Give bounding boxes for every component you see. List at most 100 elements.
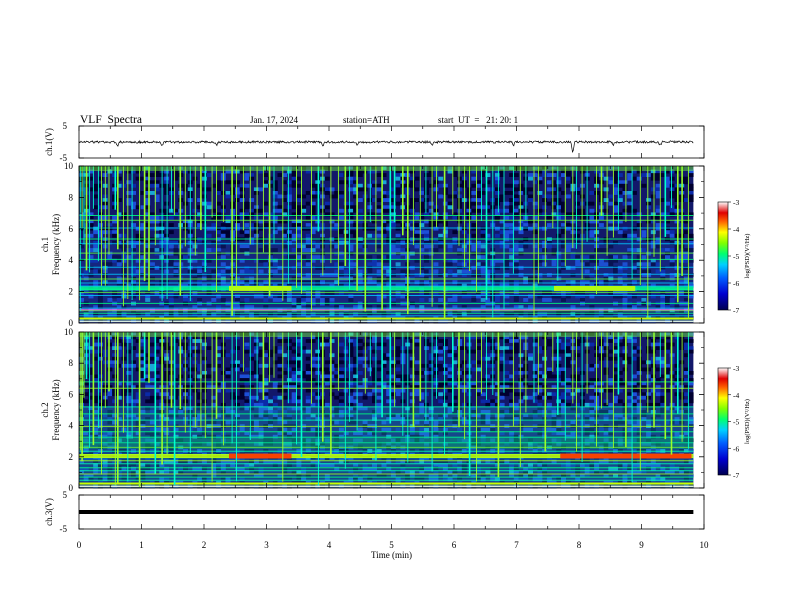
spec-speckle — [348, 201, 354, 206]
spec-speckle — [433, 332, 439, 336]
spec-speckle — [504, 360, 510, 365]
spec-speckle — [561, 205, 566, 210]
spec-speckle — [225, 223, 231, 227]
spec-speckle — [490, 417, 496, 421]
spec-speckle — [627, 399, 633, 404]
spec-speckle — [286, 191, 292, 195]
spec-speckle — [636, 349, 642, 354]
spec-speckle — [433, 371, 439, 375]
spec-speckle — [107, 367, 113, 372]
spec-speckle — [390, 360, 396, 365]
spec-speckle — [235, 219, 240, 224]
spec-speckle — [494, 216, 500, 220]
spec-speckle — [386, 434, 392, 439]
spec-speckle — [348, 470, 354, 475]
spec-speckle — [258, 208, 264, 213]
spec-speckle — [556, 367, 562, 372]
spec-speckle — [296, 273, 302, 277]
spec-speckle — [131, 346, 136, 350]
spec-speckle — [149, 378, 155, 382]
spec-speckle — [343, 335, 349, 340]
spec-speckle — [528, 187, 533, 192]
spec-speckle — [438, 459, 444, 464]
spec-speckle — [390, 187, 396, 192]
spec-speckle — [646, 219, 652, 224]
spec-speckle — [211, 169, 217, 174]
spec-speckle — [201, 262, 207, 267]
spec-speckle — [154, 226, 160, 231]
spec-speckle — [565, 363, 571, 368]
spec-speckle — [244, 280, 250, 285]
spec-speckle — [499, 363, 505, 368]
spec-speckle — [168, 298, 174, 302]
spec-speckle — [631, 402, 637, 407]
spec-speckle — [565, 360, 571, 365]
spec-speckle — [504, 335, 510, 340]
spec-speckle — [296, 230, 302, 235]
spec-speckle — [357, 402, 363, 407]
spec-speckle — [135, 420, 141, 425]
spec-speckle — [258, 413, 264, 418]
spec-speckle — [216, 305, 222, 310]
spec-speckle — [343, 459, 349, 464]
spec-speckle — [353, 420, 359, 425]
spec-speckle — [154, 198, 160, 202]
spec-speckle — [480, 244, 486, 249]
spec-speckle — [348, 363, 354, 368]
spec-speckle — [518, 473, 524, 478]
spec-speckle — [357, 360, 363, 365]
spec-speckle — [561, 473, 566, 478]
spec-speckle — [518, 353, 524, 358]
spec-speckle — [400, 294, 406, 299]
spec-speckle — [641, 470, 647, 475]
spec-speckle — [329, 374, 335, 379]
spec-speckle — [197, 339, 203, 343]
spec-speckle — [551, 294, 557, 299]
spec-speckle — [565, 194, 571, 199]
spec-speckle — [93, 395, 99, 400]
spec-speckle — [220, 273, 226, 277]
spec-speckle — [636, 346, 642, 350]
spec-speckle — [608, 427, 614, 432]
spec-speckle — [641, 255, 647, 260]
spec-speckle — [546, 477, 552, 482]
spec-speckle — [386, 208, 392, 213]
spec-speckle — [433, 459, 439, 464]
spec-speckle — [480, 399, 486, 404]
spec-speckle — [149, 427, 155, 432]
spec-speckle — [499, 219, 505, 224]
spec-speckle — [665, 230, 670, 235]
spec-speckle — [244, 176, 250, 181]
spec-speckle — [390, 212, 396, 217]
spec-speckle — [164, 431, 170, 436]
spec-speckle — [665, 349, 670, 354]
spec-speckle — [518, 208, 524, 213]
spec-speckle — [499, 459, 505, 464]
spec-speckle — [305, 378, 311, 382]
spec-speckle — [518, 385, 524, 389]
spec-speckle — [381, 431, 387, 436]
spec-speckle — [589, 312, 595, 317]
spec-speckle — [565, 183, 571, 188]
spec-speckle — [466, 166, 472, 170]
spec-speckle — [688, 399, 694, 404]
spec-speckle — [235, 402, 240, 407]
spec-speckle — [244, 205, 250, 210]
spec-speckle — [575, 187, 581, 192]
spec-speckle — [575, 201, 581, 206]
spec-speckle — [93, 463, 99, 467]
spec-speckle — [235, 363, 240, 368]
spec-speckle — [249, 280, 255, 285]
spec-speckle — [164, 176, 170, 181]
spec-speckle — [438, 194, 444, 199]
spec-speckle — [296, 406, 302, 411]
spec-speckle — [409, 305, 415, 310]
spec-speckle — [79, 466, 84, 471]
spec-speckle — [296, 385, 302, 389]
spec-speckle — [305, 406, 311, 411]
spec-speckle — [485, 180, 491, 185]
spec-speckle — [126, 399, 132, 404]
spec-speckle — [173, 339, 179, 343]
spec-speckle — [135, 459, 141, 464]
spec-speckle — [334, 226, 340, 231]
